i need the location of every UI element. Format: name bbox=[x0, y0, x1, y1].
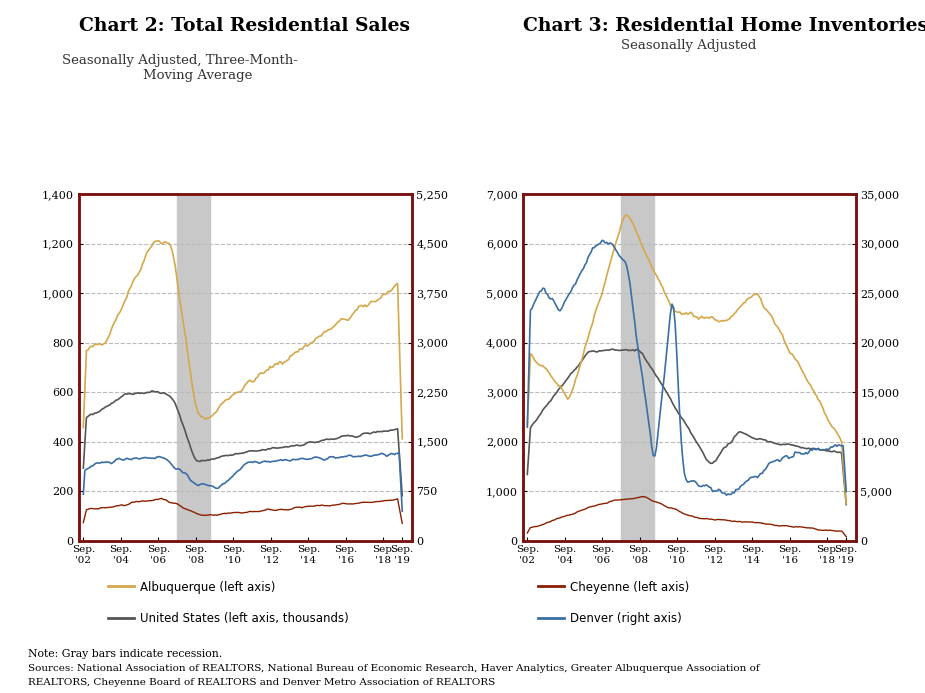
Legend: Cheyenne (left axis): Cheyenne (left axis) bbox=[537, 581, 689, 593]
Text: Seasonally Adjusted: Seasonally Adjusted bbox=[622, 39, 757, 52]
Text: REALTORS, Cheyenne Board of REALTORS and Denver Metro Association of REALTORS: REALTORS, Cheyenne Board of REALTORS and… bbox=[28, 678, 495, 687]
Text: Chart 2: Total Residential Sales: Chart 2: Total Residential Sales bbox=[79, 17, 410, 35]
Text: Note: Gray bars indicate recession.: Note: Gray bars indicate recession. bbox=[28, 649, 222, 659]
Text: Seasonally Adjusted, Three-Month-
        Moving Average: Seasonally Adjusted, Three-Month- Moving… bbox=[63, 54, 298, 82]
Legend: United States (left axis, thousands): United States (left axis, thousands) bbox=[107, 612, 349, 624]
Legend: Albuquerque (left axis): Albuquerque (left axis) bbox=[107, 581, 275, 593]
Bar bbox=[621, 194, 654, 541]
Text: Chart 3: Residential Home Inventories: Chart 3: Residential Home Inventories bbox=[523, 17, 925, 35]
Legend: Denver (right axis): Denver (right axis) bbox=[537, 612, 682, 624]
Text: Sources: National Association of REALTORS, National Bureau of Economic Research,: Sources: National Association of REALTOR… bbox=[28, 664, 759, 673]
Bar bbox=[177, 194, 210, 541]
